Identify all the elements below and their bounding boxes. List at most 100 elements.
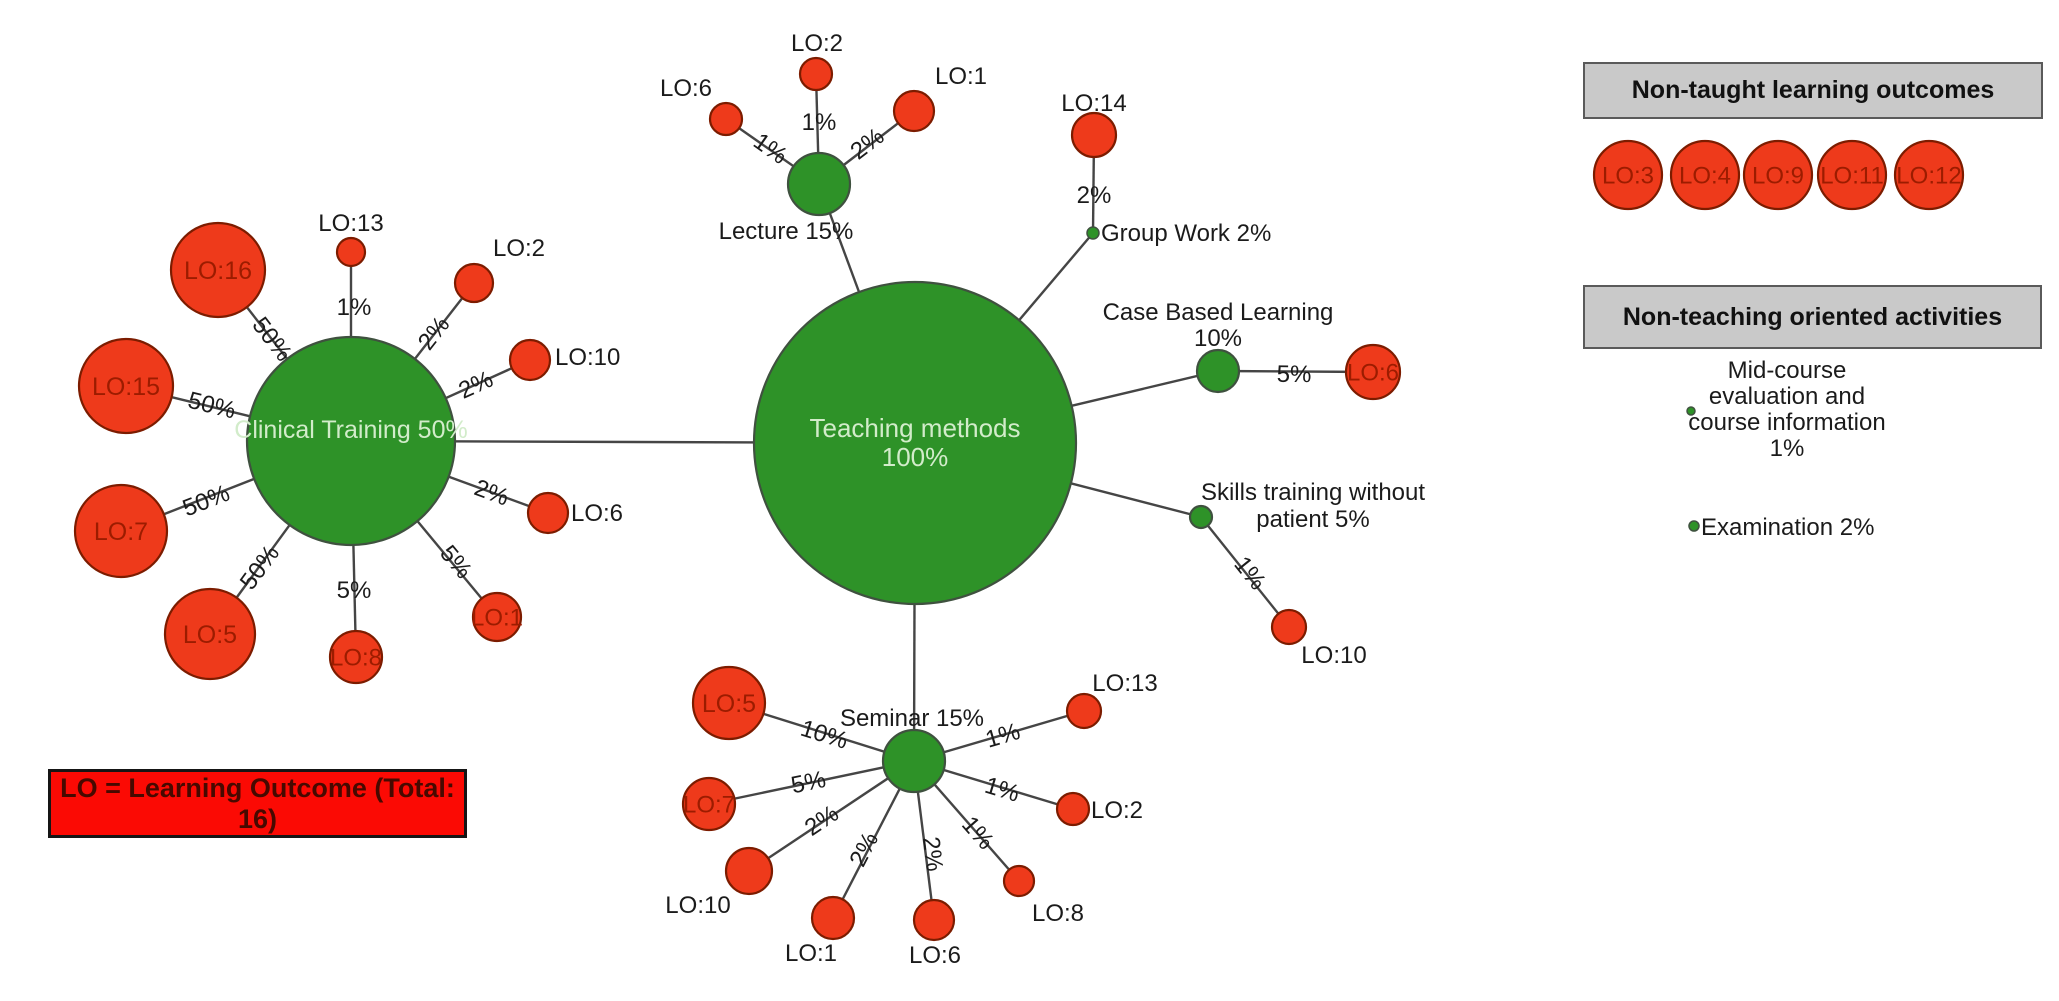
- lo3-legend-circle: [1592, 139, 1664, 211]
- lo8-clinical-circle: [328, 629, 384, 685]
- lo2-clinical-label: LO:2: [493, 235, 545, 262]
- edge-label-seminar-lo10-seminar: 2%: [800, 800, 844, 842]
- lo8-seminar-label: LO:8: [1032, 900, 1084, 927]
- skills-circle: [1188, 504, 1214, 530]
- lo13-seminar-label: LO:13: [1092, 670, 1157, 697]
- edge-label-seminar-lo7-seminar: 5%: [789, 766, 828, 800]
- lo4-legend-label: LO:4: [1679, 162, 1731, 189]
- edge-label-clinical-lo13-clinical: 1%: [337, 294, 372, 321]
- lo6-clinical-circle: [526, 491, 570, 535]
- lo1-clinical-circle: [471, 591, 523, 643]
- edge-label-clinical-lo15-clinical: 50%: [185, 387, 238, 425]
- edge-label-clinical-lo1-clinical: 5%: [434, 540, 477, 584]
- mid-course-evaluation-label: Mid-course evaluation and course informa…: [1667, 358, 1907, 462]
- lo2-seminar-label: LO:2: [1091, 797, 1143, 824]
- edge-label-clinical-lo6-clinical: 2%: [471, 474, 513, 511]
- lo5-seminar-label: LO:5: [702, 690, 756, 718]
- groupwork-label: Group Work 2%: [1101, 220, 1271, 247]
- lo-definition-note-label: LO = Learning Outcome (Total: 16): [60, 772, 455, 834]
- lo5-clinical-circle: [163, 587, 257, 681]
- lo6-clinical-label: LO:6: [571, 500, 623, 527]
- lo13-seminar-circle: [1065, 692, 1103, 730]
- non-taught-header-label: Non-taught learning outcomes: [1631, 76, 1995, 104]
- edge-label-seminar-lo2-seminar: 1%: [982, 772, 1023, 808]
- lo7-seminar-label: LO:7: [683, 791, 735, 818]
- lo10-clinical-circle: [508, 338, 552, 382]
- lo10-clinical-label: LO:10: [555, 344, 620, 371]
- edge-label-casebased-lo6-casebased: 5%: [1277, 361, 1312, 388]
- mid-course-line-1: Mid-course: [1727, 357, 1847, 384]
- edge-label-lecture-lo2-lecture: 1%: [802, 109, 837, 136]
- teaching-label: Teaching methods 100%: [809, 413, 1020, 472]
- non-teaching-header: Non-teaching oriented activities: [1583, 285, 2042, 349]
- clinical-label: Clinical Training 50%: [234, 416, 467, 444]
- lo7-seminar-circle: [681, 776, 737, 832]
- exam-dot-circle: [1688, 520, 1700, 532]
- lo13-clinical-circle: [335, 236, 367, 268]
- lo13-clinical-label: LO:13: [318, 210, 383, 237]
- lo2-clinical-circle: [453, 262, 495, 304]
- lo6-seminar-circle: [912, 898, 956, 942]
- edge-skills-lo10-skills: [1200, 516, 1290, 628]
- lo6-seminar-label: LO:6: [909, 942, 961, 969]
- lo12-legend-label: LO:12: [1896, 162, 1961, 189]
- seminar-label: Seminar 15%: [840, 705, 984, 732]
- lo15-clinical-circle: [77, 337, 175, 435]
- edge-label-lecture-lo6-lecture: 1%: [748, 128, 792, 170]
- lo1-seminar-label: LO:1: [785, 940, 837, 967]
- lo1-lecture-label: LO:1: [935, 63, 987, 90]
- edge-seminar-lo7-seminar: [708, 759, 915, 806]
- midcourse-dot-circle: [1686, 406, 1696, 416]
- clinical-circle: [245, 335, 457, 547]
- lo1-lecture-circle: [892, 89, 936, 133]
- edge-label-groupwork-lo14-groupwork: 2%: [1077, 182, 1112, 209]
- lo10-skills-label: LO:10: [1301, 642, 1366, 669]
- edge-label-seminar-lo13-seminar: 1%: [982, 718, 1023, 754]
- lo5-seminar-circle: [691, 665, 767, 741]
- casebased-label: Case Based Learning 10%: [1103, 299, 1334, 352]
- lo15-clinical-label: LO:15: [92, 373, 160, 401]
- teaching-circle: [752, 280, 1078, 606]
- lo12-legend-circle: [1893, 139, 1965, 211]
- lo9-legend-circle: [1742, 139, 1814, 211]
- examination-label: Examination 2%: [1701, 514, 1875, 541]
- skills-label: Skills training without patient 5%: [1201, 479, 1425, 533]
- edge-label-seminar-lo6-seminar: 2%: [917, 835, 948, 873]
- lo6-casebased-label: LO:6: [1347, 359, 1399, 386]
- lo14-groupwork-label: LO:14: [1061, 90, 1126, 117]
- non-taught-header: Non-taught learning outcomes: [1583, 62, 2043, 119]
- edge-label-seminar-lo1-seminar: 2%: [844, 828, 884, 871]
- edge-label-clinical-lo7-clinical: 50%: [179, 480, 234, 523]
- lo2-lecture-circle: [798, 56, 834, 92]
- lecture-circle: [786, 151, 852, 217]
- mid-course-line-2: evaluation and: [1708, 383, 1866, 410]
- groupwork-circle: [1086, 226, 1100, 240]
- edge-seminar-lo10-seminar: [748, 760, 915, 872]
- lo8-seminar-circle: [1002, 864, 1036, 898]
- mid-course-line-3: course information: [1688, 409, 1886, 436]
- lo8-clinical-label: LO:8: [330, 644, 382, 671]
- lo10-seminar-circle: [724, 846, 774, 896]
- lo7-clinical-circle: [73, 483, 169, 579]
- edge-label-clinical-lo2-clinical: 2%: [413, 311, 456, 355]
- lo3-legend-label: LO:3: [1602, 162, 1654, 189]
- lo10-skills-circle: [1270, 608, 1308, 646]
- lo9-legend-label: LO:9: [1752, 162, 1804, 189]
- lecture-label: Lecture 15%: [719, 218, 854, 245]
- lo11-legend-label: LO:11: [1820, 162, 1884, 189]
- edge-label-clinical-lo8-clinical: 5%: [337, 577, 372, 604]
- mid-course-line-4: 1%: [1769, 435, 1805, 462]
- lo7-clinical-label: LO:7: [94, 518, 148, 546]
- seminar-circle: [881, 728, 947, 794]
- edge-label-clinical-lo5-clinical: 50%: [235, 540, 285, 595]
- lo10-seminar-label: LO:10: [665, 892, 730, 919]
- lo-definition-note: LO = Learning Outcome (Total: 16): [48, 769, 467, 838]
- lo1-clinical-label: LO:1: [471, 604, 523, 631]
- non-teaching-header-label: Non-teaching oriented activities: [1622, 302, 2003, 331]
- lo5-clinical-label: LO:5: [183, 621, 237, 649]
- lo6-lecture-label: LO:6: [660, 75, 712, 102]
- lo1-seminar-circle: [810, 895, 856, 941]
- lo2-seminar-circle: [1055, 791, 1091, 827]
- casebased-circle: [1195, 348, 1241, 394]
